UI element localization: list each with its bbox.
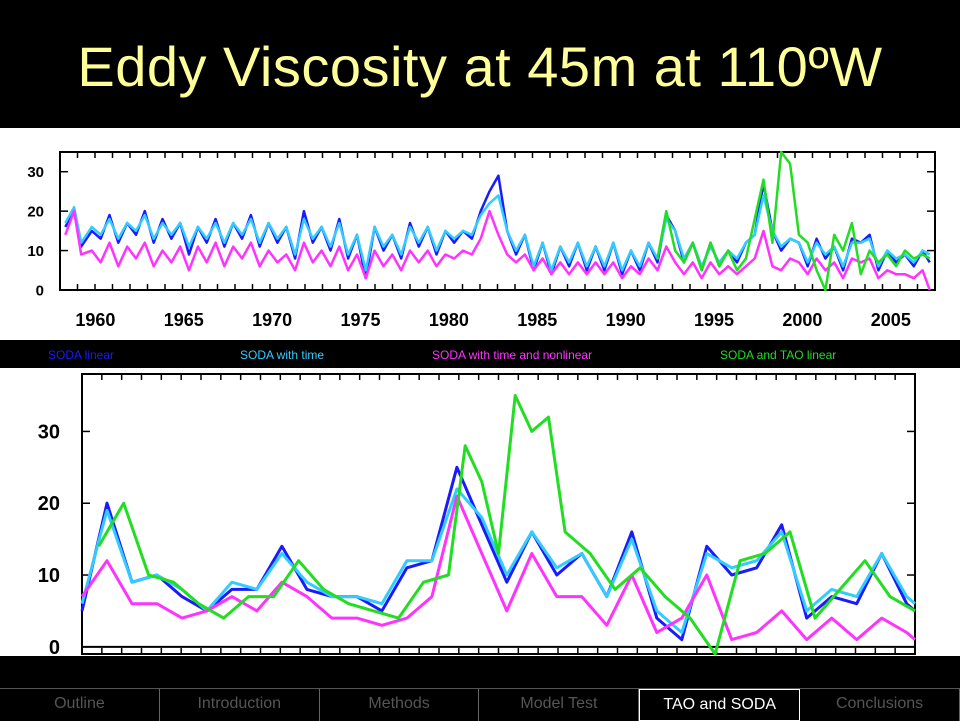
- nav-tab-model-test[interactable]: Model Test: [479, 689, 640, 721]
- slide-title: Eddy Viscosity at 45m at 110ºW: [77, 35, 883, 98]
- y-tick-label: 10: [38, 565, 60, 587]
- timeseries-chart-panel: 0 10 20 30 1960 1965 1970 1975 1980 1985 1990 1995 2…: [0, 128, 960, 340]
- x-tick-label: 1965: [164, 310, 204, 330]
- composite-chart: 0 10 20 30: [38, 373, 916, 659]
- x-tick-label: 1960: [75, 310, 115, 330]
- x-tick-label: 1980: [429, 310, 469, 330]
- legend-soda-linear: SODA linear: [48, 348, 115, 362]
- y-tick-label: 20: [38, 493, 60, 515]
- x-tick-label: 1985: [517, 310, 557, 330]
- y-tick-label: 0: [36, 282, 44, 299]
- y-tick-label: 10: [27, 243, 44, 260]
- y-tick-label: 20: [27, 203, 44, 220]
- series-line-soda-with-time-and-nonlinear: [80, 494, 916, 642]
- y-tick-label: 30: [27, 164, 44, 181]
- x-tick-label: 2005: [871, 310, 911, 330]
- x-tick-label: 1970: [252, 310, 292, 330]
- x-tick-label: 1990: [606, 310, 646, 330]
- y-tick-label: 0: [49, 637, 60, 656]
- nav-tab-conclusions[interactable]: Conclusions: [800, 689, 960, 721]
- series-line-soda-with-time: [80, 487, 916, 634]
- nav-tab-outline[interactable]: Outline: [0, 689, 160, 721]
- legend-soda-tao-linear: SODA and TAO linear: [720, 348, 837, 362]
- x-tick-label: 2000: [782, 310, 822, 330]
- legend-soda-time-nonlinear: SODA with time and nonlinear: [432, 348, 593, 362]
- x-tick-label: 1995: [694, 310, 734, 330]
- chart-legend: SODA linear SODA with time SODA with tim…: [0, 340, 960, 368]
- nav-tab-methods[interactable]: Methods: [320, 689, 480, 721]
- series-line-soda-with-time-and-nonlinear: [64, 209, 931, 291]
- nav-tab-introduction[interactable]: Introduction: [160, 689, 320, 721]
- nav-tab-tao-and-soda[interactable]: TAO and SODA: [639, 689, 801, 721]
- composite-chart-panel: 0 10 20 30: [0, 368, 960, 659]
- section-nav: Outline Introduction Methods Model Test …: [0, 688, 960, 721]
- x-tick-label: 1975: [340, 310, 380, 330]
- y-tick-label: 30: [38, 421, 60, 443]
- series-line-soda-and-tao-linear: [656, 150, 931, 292]
- series-line-soda-with-time: [64, 194, 931, 272]
- timeseries-chart: 0 10 20 30 1960 1965 1970 1975 1980 1985 1990 1995 2…: [27, 150, 936, 330]
- series-line-soda-and-tao-linear: [97, 394, 916, 656]
- legend-soda-with-time: SODA with time: [240, 348, 325, 362]
